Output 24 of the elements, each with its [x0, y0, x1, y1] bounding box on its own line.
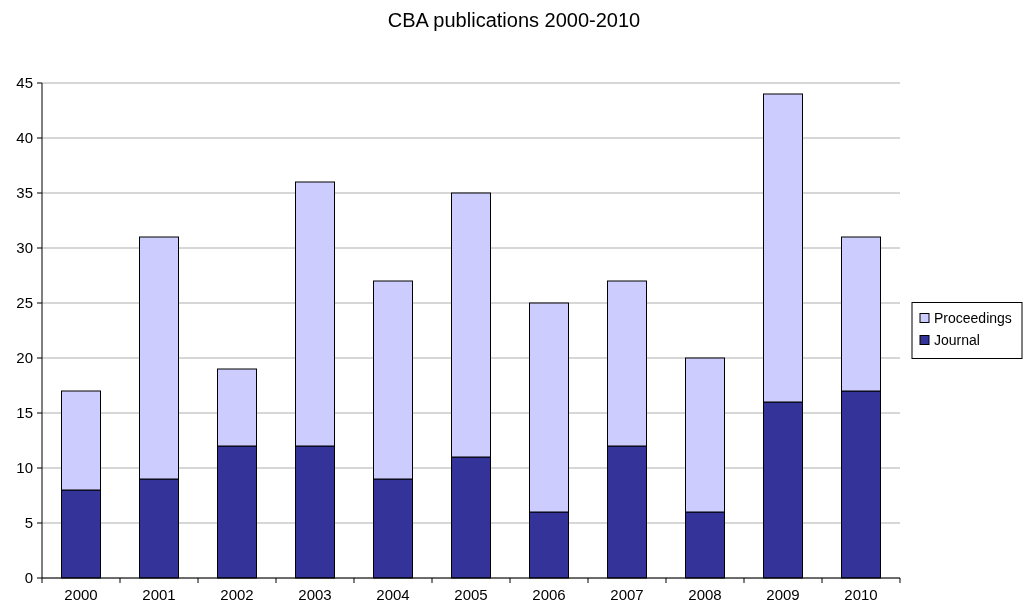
- x-tick-label: 2005: [454, 586, 488, 603]
- y-tick-label: 0: [24, 569, 33, 587]
- y-tick-label: 15: [16, 404, 33, 422]
- x-tick-label: 2008: [688, 586, 722, 603]
- x-tick-label: 2010: [844, 586, 878, 603]
- y-tick-label: 35: [16, 184, 33, 202]
- x-tick-label: 2004: [376, 586, 410, 603]
- y-tick-label: 45: [16, 74, 33, 92]
- x-tick-label: 2002: [220, 586, 254, 603]
- y-tick-label: 30: [16, 239, 33, 257]
- legend-label: Proceedings: [934, 309, 1012, 326]
- y-tick-label: 10: [16, 459, 33, 477]
- y-tick-label: 20: [16, 349, 33, 367]
- x-tick-label: 2006: [532, 586, 566, 603]
- x-tick-label: 2009: [766, 586, 800, 603]
- x-tick-label: 2003: [298, 586, 332, 603]
- x-tick-label: 2007: [610, 586, 644, 603]
- y-tick-label: 40: [16, 129, 33, 147]
- x-tick-label: 2001: [142, 586, 176, 603]
- chart-title: CBA publications 2000-2010: [387, 9, 641, 31]
- y-tick-label: 25: [16, 294, 33, 312]
- y-tick-label: 5: [24, 514, 33, 532]
- legend-label: Journal: [934, 331, 980, 348]
- x-tick-label: 2000: [64, 586, 98, 603]
